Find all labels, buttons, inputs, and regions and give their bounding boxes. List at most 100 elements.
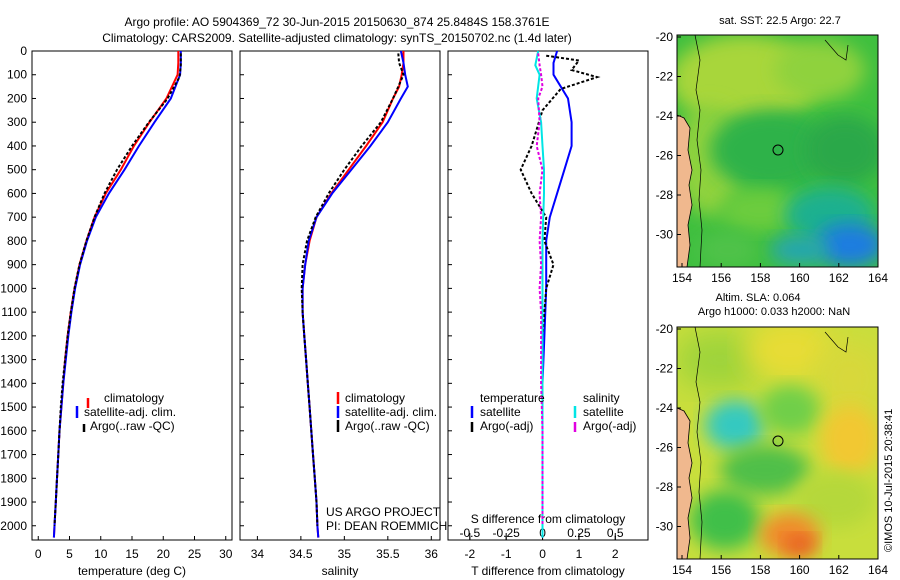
y-tick-label: 700	[7, 210, 27, 224]
map-x-tick-label: 164	[868, 563, 888, 577]
sst-frame	[676, 34, 879, 268]
map-x-tick-label: 158	[750, 563, 770, 577]
map-y-tick-label: -28	[656, 480, 674, 494]
s-tick-label: -0.5	[459, 526, 480, 540]
legend-title-temperature: temperature	[480, 391, 545, 405]
x-tick-label: 20	[157, 547, 171, 561]
series-line-argo-raw-qc	[53, 53, 182, 526]
sla-map-title: Altim. SLA: 0.064	[716, 292, 801, 304]
y-tick-label: 800	[7, 234, 27, 248]
y-tick-label: 1200	[0, 329, 27, 343]
y-tick-label: 1300	[0, 353, 27, 367]
x-axis-label: T difference from climatology	[471, 564, 625, 578]
s-tick-label: -0.25	[493, 526, 521, 540]
sla-bathymetry-contour	[694, 327, 703, 559]
map-y-tick-label: -28	[656, 188, 674, 202]
legend-label: Argo(..raw -QC)	[90, 419, 175, 433]
y-tick-label: 1700	[0, 448, 27, 462]
x-tick-label: 5	[66, 547, 73, 561]
series-line-satellite-adj-clim	[301, 50, 409, 538]
legend-label: satellite-adj. clim.	[84, 405, 176, 419]
map-y-tick-label: -26	[656, 149, 674, 163]
sla-map-subtitle: Argo h1000: 0.033 h2000: NaN	[698, 306, 850, 318]
map-y-tick-label: -30	[656, 520, 674, 534]
argo-location-marker	[772, 435, 784, 447]
series-line-climatology	[52, 51, 180, 538]
sst-land	[677, 114, 693, 267]
sla-field	[677, 327, 878, 557]
y-tick-label: 1900	[0, 495, 27, 509]
sla-land	[677, 407, 693, 559]
y-tick-label: 200	[7, 91, 27, 105]
x-tick-label: 34	[251, 547, 265, 561]
series-line-argo-raw-qc	[300, 53, 405, 526]
y-tick-label: 1500	[0, 400, 27, 414]
map-y-tick-label: -22	[656, 362, 674, 376]
y-tick-label: 1400	[0, 376, 27, 390]
map-x-tick-label: 164	[868, 271, 888, 285]
map-x-tick-label: 154	[672, 271, 692, 285]
legend-label: satellite-adj. clim.	[345, 405, 437, 419]
map-x-tick-label: 160	[790, 563, 810, 577]
legend-title-salinity: salinity	[583, 391, 620, 405]
sst-bathymetry-contour	[694, 35, 703, 267]
salinity-panel: 34 34.5 35 35.5 36 salinity	[239, 50, 441, 578]
plot-frame	[31, 50, 233, 541]
header-line-2: Climatology: CARS2009. Satellite-adjuste…	[102, 31, 572, 45]
x-tick-label: 1	[576, 547, 583, 561]
x-tick-label: -2	[464, 547, 475, 561]
map-x-tick-label: 156	[711, 271, 731, 285]
project-annotation: US ARGO PROJECT	[326, 505, 441, 519]
y-tick-label: 1600	[0, 424, 27, 438]
series-line-s-satellite	[534, 50, 545, 538]
sla-contour	[824, 331, 849, 353]
s-tick-label: 0.5	[607, 526, 624, 540]
sst-axes: 154 156 158 160 162 164 -20 -22 -24 -26 -28 -30	[656, 30, 889, 285]
map-x-tick-label: 158	[750, 271, 770, 285]
x-axis-label: salinity	[322, 564, 359, 578]
legend-label: climatology	[104, 391, 164, 405]
x-tick-label: 0	[539, 547, 546, 561]
x-tick-label: 30	[219, 547, 233, 561]
map-x-tick-label: 156	[711, 563, 731, 577]
sla-map	[676, 326, 879, 560]
x-tick-label: 15	[125, 547, 139, 561]
x-tick-label: 2	[612, 547, 619, 561]
s-tick-label: 0.25	[567, 526, 591, 540]
x-tick-label: 34.5	[289, 547, 313, 561]
y-tick-label: 400	[7, 139, 27, 153]
x-tick-label: 36	[425, 547, 439, 561]
plot-frame	[239, 50, 441, 541]
map-y-tick-label: -20	[656, 30, 674, 44]
y-tick-label: 600	[7, 186, 27, 200]
map-y-tick-label: -30	[656, 228, 674, 242]
x-tick-label: 35	[338, 547, 352, 561]
series-line-t-argo-adj	[519, 54, 601, 526]
legend-label: Argo(-adj)	[583, 419, 636, 433]
salinity-legend: climatology satellite-adj. clim. Argo(..…	[336, 391, 437, 433]
map-y-tick-label: -22	[656, 70, 674, 84]
difference-panel: -2 -1 0 1 2 T difference from climatology -0.5…	[447, 50, 649, 578]
temperature-panel: 0100200300400500600700800900100011001200…	[0, 44, 232, 578]
x-tick-label: -1	[501, 547, 512, 561]
legend-label: satellite	[480, 405, 521, 419]
x-tick-label: 10	[94, 547, 108, 561]
legend-label: climatology	[345, 391, 405, 405]
imos-credit: ©IMOS 10-Jul-2015 20:38:41	[883, 409, 895, 552]
difference-legend: temperature salinity satellite Argo(-adj…	[470, 391, 636, 433]
temperature-legend: climatology satellite-adj. clim. Argo(..…	[75, 391, 176, 433]
y-tick-label: 900	[7, 258, 27, 272]
map-x-tick-label: 154	[672, 563, 692, 577]
y-tick-label: 300	[7, 115, 27, 129]
map-y-tick-label: -24	[656, 401, 674, 415]
map-x-tick-label: 160	[790, 271, 810, 285]
y-tick-label: 1800	[0, 471, 27, 485]
y-tick-label: 500	[7, 163, 27, 177]
map-x-tick-label: 162	[829, 271, 849, 285]
series-line-t-satellite	[541, 50, 573, 538]
x-tick-label: 35.5	[376, 547, 400, 561]
y-tick-label: 1100	[1, 305, 27, 319]
argo-location-marker	[772, 144, 784, 156]
x-tick-label: 25	[188, 547, 202, 561]
